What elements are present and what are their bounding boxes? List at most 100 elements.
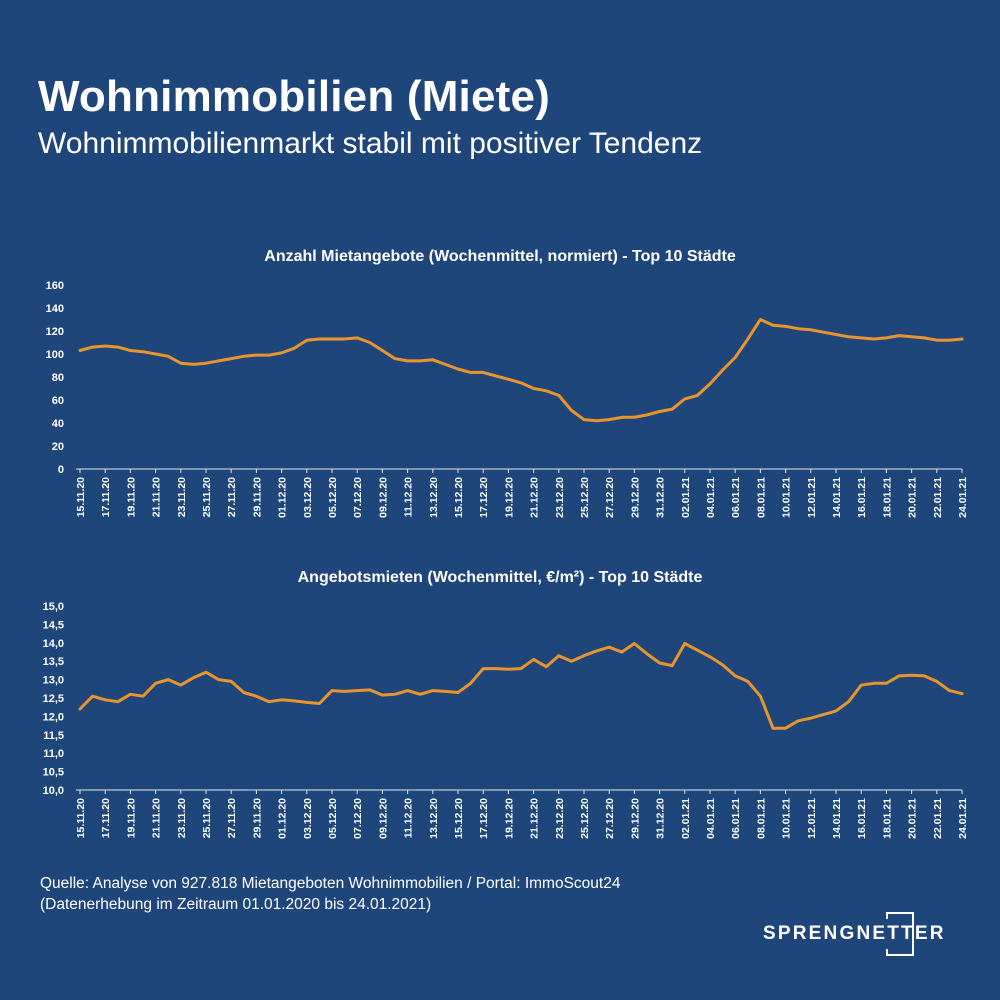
x-tick-label: 09.12.20 (377, 798, 389, 839)
x-tick-label: 22.01.21 (932, 477, 944, 518)
x-tick-label: 23.11.20 (176, 798, 188, 838)
x-tick-label: 19.11.20 (125, 798, 137, 838)
y-tick-label: 13,5 (43, 656, 64, 668)
y-tick-label: 80 (52, 372, 64, 384)
x-tick-label: 19.11.20 (125, 477, 137, 517)
x-tick-label: 13.12.20 (428, 477, 440, 518)
x-tick-label: 02.01.21 (680, 477, 692, 518)
x-tick-label: 29.11.20 (251, 477, 263, 517)
x-tick-label: 29.12.20 (629, 798, 641, 839)
x-tick-label: 20.01.21 (907, 477, 919, 518)
y-tick-label: 20 (52, 441, 64, 453)
x-tick-label: 17.12.20 (478, 477, 490, 518)
source-line-1: Quelle: Analyse von 927.818 Mietangebote… (40, 875, 621, 892)
x-tick-label: 04.01.21 (705, 477, 717, 518)
x-tick-label: 12.01.21 (806, 477, 818, 518)
x-tick-label: 08.01.21 (755, 798, 767, 839)
x-tick-label: 15.11.20 (75, 477, 87, 517)
x-tick-label: 11.12.20 (403, 477, 415, 517)
x-tick-label: 29.12.20 (629, 477, 641, 518)
x-tick-label: 22.01.21 (932, 798, 944, 839)
x-tick-label: 19.12.20 (503, 798, 515, 839)
x-tick-label: 11.12.20 (403, 798, 415, 838)
y-tick-label: 14,0 (43, 638, 64, 650)
x-tick-label: 27.12.20 (604, 477, 616, 518)
x-tick-label: 15.12.20 (453, 798, 465, 839)
x-tick-label: 05.12.20 (327, 798, 339, 839)
x-tick-label: 27.11.20 (226, 477, 238, 517)
chart-asking-rent: 10,0 10,5 11,0 11,5 12,0 12,5 13,0 13,5 14,0 14,5… (43, 601, 969, 839)
logo-text: SPRENGNETTER (763, 923, 946, 944)
x-tick-label: 02.01.21 (680, 798, 692, 839)
x-tick-label: 01.12.20 (277, 477, 289, 518)
y-tick-label: 10,0 (43, 785, 64, 797)
chart-1-title: Anzahl Mietangebote (Wochenmittel, normi… (264, 248, 736, 265)
x-tick-label: 15.11.20 (75, 798, 87, 838)
x-tick-label: 27.12.20 (604, 798, 616, 839)
y-tick-label: 14,5 (43, 619, 64, 631)
x-tick-label: 31.12.20 (655, 798, 667, 839)
x-tick-label: 17.11.20 (100, 477, 112, 517)
x-tick-label: 17.11.20 (100, 798, 112, 838)
y-tick-label: 60 (52, 395, 64, 407)
x-tick-label: 03.12.20 (302, 798, 314, 839)
y-tick-label: 11,0 (43, 748, 64, 760)
chart-2-title: Angebotsmieten (Wochenmittel, €/m²) - To… (297, 569, 703, 586)
x-tick-label: 25.12.20 (579, 477, 591, 518)
y-tick-label: 140 (46, 303, 64, 315)
x-tick-label: 25.12.20 (579, 798, 591, 839)
x-tick-label: 15.12.20 (453, 477, 465, 518)
page-subtitle: Wohnimmobilienmarkt stabil mit positiver… (38, 127, 703, 160)
y-tick-label: 40 (52, 418, 64, 430)
x-tick-label: 24.01.21 (957, 798, 969, 839)
x-tick-label: 24.01.21 (957, 477, 969, 518)
x-tick-label: 18.01.21 (881, 477, 893, 518)
x-tick-label: 06.01.21 (730, 798, 742, 839)
x-tick-label: 01.12.20 (277, 798, 289, 839)
y-tick-label: 11,5 (43, 730, 64, 742)
x-tick-label: 08.01.21 (755, 477, 767, 518)
page-title: Wohnimmobilien (Miete) (38, 72, 551, 121)
y-tick-label: 12,0 (43, 711, 64, 723)
source-note: Quelle: Analyse von 927.818 Mietangebote… (40, 873, 620, 915)
x-tick-label: 20.01.21 (907, 798, 919, 839)
y-tick-label: 120 (46, 326, 64, 338)
x-tick-label: 16.01.21 (856, 477, 868, 518)
x-tick-label: 10.01.21 (781, 798, 793, 839)
y-tick-label: 100 (46, 349, 64, 361)
y-tick-label: 160 (46, 280, 64, 292)
x-tick-label: 21.11.20 (151, 798, 163, 838)
x-tick-label: 10.01.21 (781, 477, 793, 518)
x-tick-label: 13.12.20 (428, 798, 440, 839)
source-line-2: (Datenerhebung im Zeitraum 01.01.2020 bi… (40, 896, 432, 913)
x-tick-label: 25.11.20 (201, 798, 213, 838)
x-tick-label: 09.12.20 (377, 477, 389, 518)
x-tick-label: 07.12.20 (352, 798, 364, 839)
sprengnetter-logo: SPRENGNETTER (763, 911, 973, 957)
x-tick-label: 23.12.20 (554, 477, 566, 518)
logo-bracket-icon (886, 912, 914, 956)
x-tick-label: 27.11.20 (226, 798, 238, 838)
x-tick-label: 23.12.20 (554, 798, 566, 839)
x-tick-label: 05.12.20 (327, 477, 339, 518)
x-tick-label: 31.12.20 (655, 477, 667, 518)
x-tick-label: 14.01.21 (831, 477, 843, 518)
y-tick-label: 15,0 (43, 601, 64, 613)
x-tick-label: 19.12.20 (503, 477, 515, 518)
series-line (78, 318, 964, 423)
chart-offer-count: 0 20 40 60 80 100 120 140 160 15.11.20 17.11.20 19.… (46, 280, 969, 518)
x-tick-label: 21.12.20 (529, 477, 541, 518)
x-tick-label: 29.11.20 (251, 798, 263, 838)
x-tick-label: 06.01.21 (730, 477, 742, 518)
y-tick-label: 10,5 (43, 767, 64, 779)
y-tick-label: 12,5 (43, 693, 64, 705)
y-tick-label: 13,0 (43, 675, 64, 687)
x-tick-label: 17.12.20 (478, 798, 490, 839)
x-tick-label: 04.01.21 (705, 798, 717, 839)
x-tick-label: 12.01.21 (806, 798, 818, 839)
x-tick-label: 14.01.21 (831, 798, 843, 839)
x-tick-label: 16.01.21 (856, 798, 868, 839)
x-tick-label: 07.12.20 (352, 477, 364, 518)
x-tick-label: 21.12.20 (529, 798, 541, 839)
x-tick-label: 25.11.20 (201, 477, 213, 517)
